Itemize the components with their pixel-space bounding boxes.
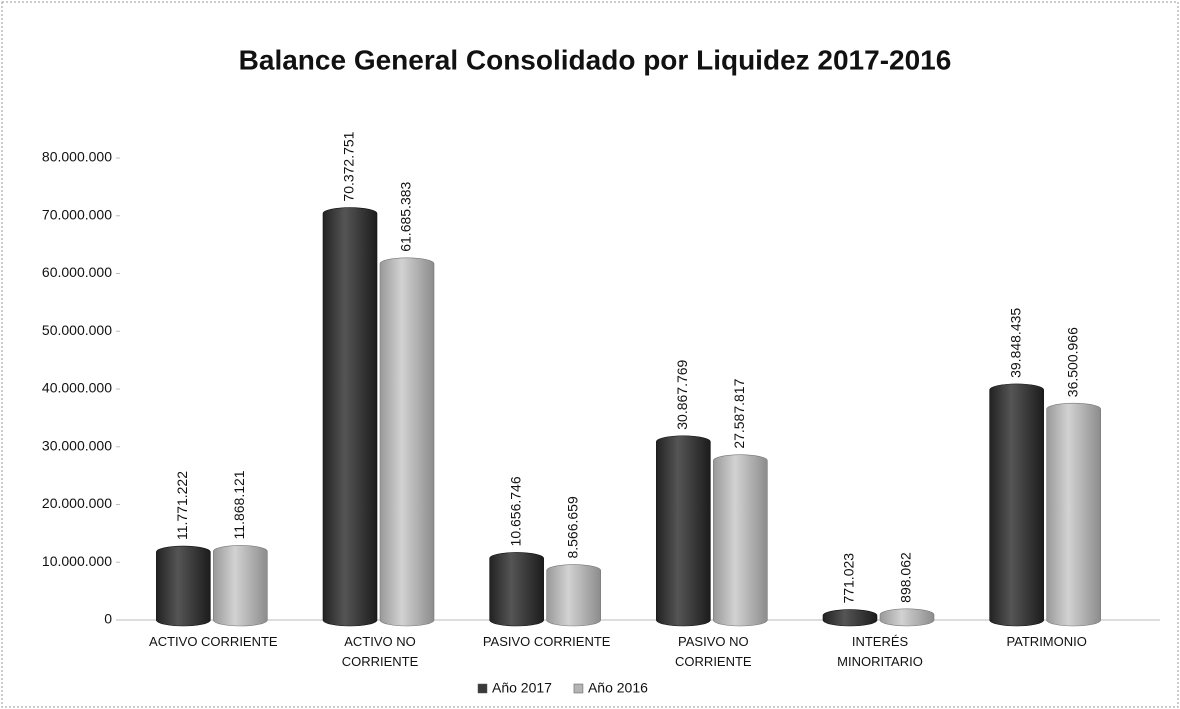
data-label: 11.771.222 (174, 471, 190, 540)
bar (379, 257, 435, 627)
bar (322, 207, 378, 627)
bar (213, 545, 268, 627)
x-tick-label: ACTIVO CORRIENTE (149, 634, 278, 649)
data-label: 30.867.769 (674, 359, 690, 429)
bar (989, 383, 1044, 627)
y-tick-label: 30.000.000 (42, 437, 112, 453)
y-tick-label: 0 (104, 611, 112, 627)
data-label: 771.023 (841, 553, 857, 604)
y-tick-label: 10.000.000 (42, 553, 112, 569)
data-label: 39.848.435 (1007, 308, 1023, 378)
data-label: 70.372.751 (341, 131, 357, 201)
legend-swatch (477, 683, 488, 694)
x-tick-label: INTERÉS MINORITARIO (837, 634, 923, 669)
data-label: 898.062 (898, 552, 914, 603)
x-tick-label: ACTIVO NO CORRIENTE (341, 634, 419, 669)
legend-swatch (573, 683, 584, 694)
y-tick-label: 60.000.000 (42, 264, 112, 280)
data-label: 36.500.966 (1064, 327, 1080, 397)
y-tick-label: 40.000.000 (42, 380, 112, 396)
x-tick-label: PASIVO NO CORRIENTE (675, 634, 752, 669)
y-tick-label: 50.000.000 (42, 322, 112, 338)
data-label: 8.566.659 (564, 496, 580, 558)
x-tick-label: PASIVO CORRIENTE (482, 634, 611, 649)
bar (546, 564, 601, 627)
chart-title: Balance General Consolidado por Liquidez… (239, 44, 952, 75)
bar (656, 435, 711, 627)
data-label: 27.587.817 (731, 378, 747, 448)
legend-label: Año 2016 (588, 680, 648, 696)
data-label: 61.685.383 (398, 181, 414, 251)
bar (1046, 402, 1101, 627)
bar (879, 608, 935, 627)
legend-label: Año 2017 (492, 680, 552, 696)
x-tick-label: PATRIMONIO (1006, 634, 1087, 649)
bar (156, 545, 211, 627)
data-label: 11.868.121 (231, 470, 247, 539)
bar (822, 609, 878, 627)
y-tick-label: 70.000.000 (42, 206, 112, 222)
bar (713, 454, 768, 627)
y-tick-label: 20.000.000 (42, 495, 112, 511)
bar (489, 552, 544, 627)
y-tick-label: 80.000.000 (42, 149, 112, 165)
data-label: 10.656.746 (507, 476, 523, 546)
